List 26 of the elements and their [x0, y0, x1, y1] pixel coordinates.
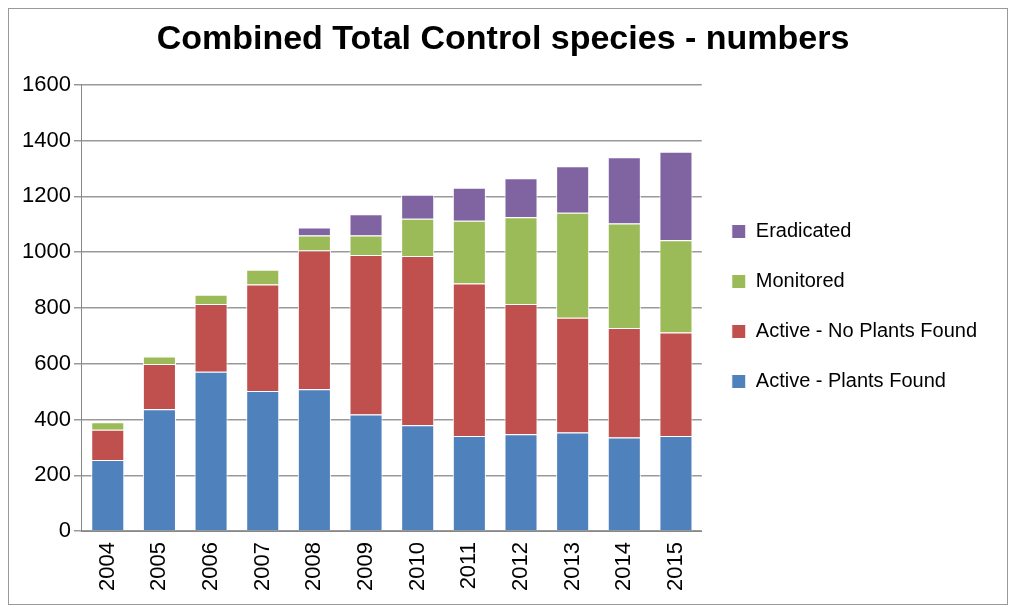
- y-tick-label: 1000: [21, 238, 71, 264]
- y-tick-label: 200: [34, 461, 71, 487]
- x-tick-label: 2009: [352, 542, 378, 592]
- x-tick-label: 2014: [610, 542, 636, 592]
- x-tick-label: 2006: [197, 542, 223, 592]
- y-tick-label: 400: [34, 405, 71, 431]
- legend-label: Eradicated: [755, 219, 852, 242]
- y-tick-label: 1400: [21, 126, 71, 152]
- x-tick-label: 2015: [662, 542, 688, 592]
- x-tick-label: 2011: [455, 542, 481, 590]
- x-tick-label: 2010: [403, 542, 429, 592]
- y-tick-label: 1600: [21, 70, 71, 96]
- y-tick-label: 800: [34, 293, 71, 319]
- y-tick-label: 0: [58, 517, 71, 543]
- x-tick-label: 2008: [300, 542, 326, 592]
- legend-label: Active - No Plants Found: [755, 319, 978, 342]
- y-tick-label: 600: [34, 349, 71, 375]
- x-tick-label: 2005: [145, 542, 171, 592]
- chart-title: Combined Total Control species - numbers: [156, 17, 850, 56]
- legend-label: Monitored: [755, 269, 845, 292]
- x-tick-label: 2007: [248, 542, 274, 592]
- x-tick-label: 2004: [93, 542, 119, 592]
- x-tick-label: 2013: [558, 542, 584, 592]
- x-tick-label: 2012: [507, 542, 533, 592]
- y-tick-label: 1200: [21, 182, 71, 208]
- legend-label: Active - Plants Found: [755, 369, 946, 392]
